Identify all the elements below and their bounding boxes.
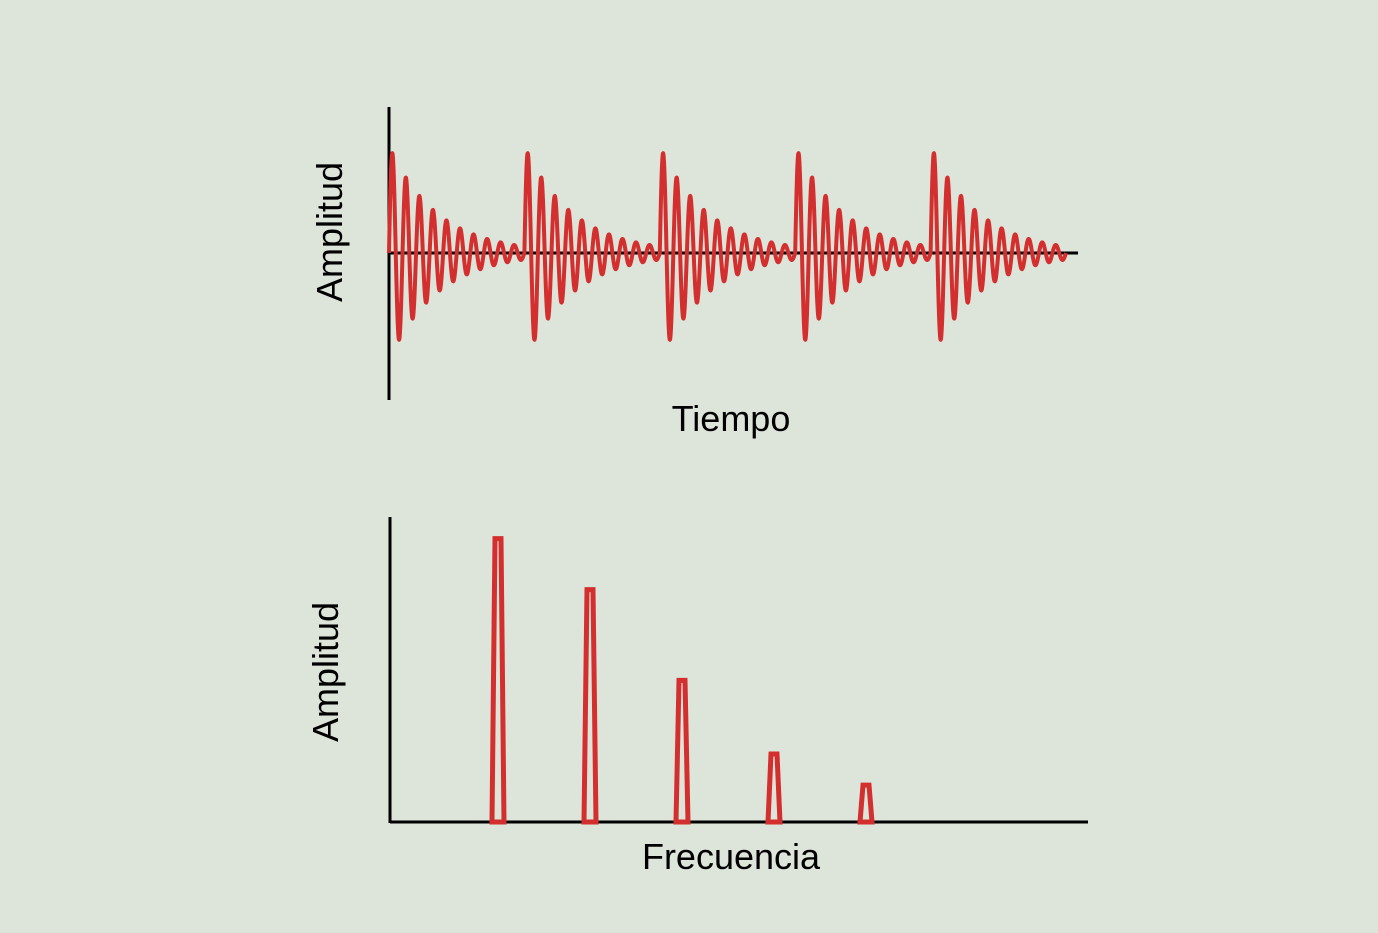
freq-x-axis-label: Frecuencia	[642, 836, 821, 877]
frequency-bar-1	[489, 536, 507, 825]
frequency-bars	[489, 536, 875, 825]
time-domain-chart: Tiempo Amplitud	[309, 107, 1078, 439]
time-signal-line	[387, 151, 1068, 342]
frequency-bar-2	[581, 587, 599, 825]
freq-y-axis-label: Amplitud	[305, 602, 346, 742]
time-y-axis-label: Amplitud	[309, 162, 350, 302]
frequency-bar-5	[857, 782, 875, 825]
frequency-domain-chart: Frecuencia Amplitud	[305, 517, 1088, 877]
frequency-bar-4	[765, 751, 783, 825]
time-x-axis-label: Tiempo	[672, 398, 791, 439]
frequency-bar-3	[673, 677, 691, 825]
